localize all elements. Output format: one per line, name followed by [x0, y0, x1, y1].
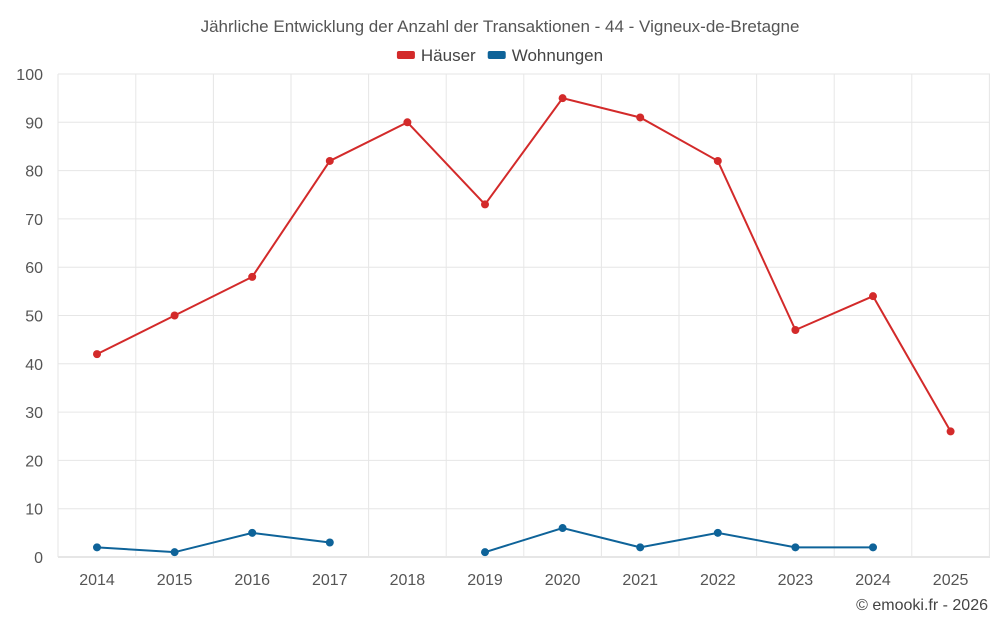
- data-point[interactable]: [481, 548, 489, 557]
- data-point[interactable]: [93, 543, 101, 552]
- data-point[interactable]: [791, 325, 800, 334]
- x-tick-label: 2025: [933, 572, 969, 589]
- data-point[interactable]: [170, 311, 179, 320]
- y-tick-label: 30: [25, 405, 43, 422]
- data-point[interactable]: [791, 543, 800, 552]
- x-tick-label: 2024: [855, 572, 891, 589]
- x-tick-label: 2018: [390, 572, 426, 589]
- x-tick-label: 2014: [79, 572, 115, 589]
- series-line: [96, 531, 330, 554]
- data-point[interactable]: [403, 118, 412, 127]
- data-point[interactable]: [713, 156, 722, 165]
- y-tick-label: 100: [16, 67, 43, 84]
- credit-text: © emooki.fr - 2026: [856, 597, 988, 614]
- y-tick-label: 50: [25, 309, 43, 326]
- chart-grid: [57, 73, 990, 558]
- data-point[interactable]: [325, 538, 334, 547]
- data-point[interactable]: [481, 200, 489, 209]
- data-point[interactable]: [325, 156, 334, 165]
- series-2: [93, 524, 877, 557]
- legend-swatch: [396, 51, 415, 59]
- chart-title: Jährliche Entwicklung der Anzahl der Tra…: [201, 17, 800, 36]
- y-tick-label: 0: [34, 550, 43, 567]
- chart-legend: Häuser Wohnungen: [396, 46, 603, 65]
- legend-label: Häuser: [421, 46, 476, 65]
- y-tick-label: 20: [25, 453, 43, 470]
- y-tick-label: 80: [25, 164, 43, 181]
- x-tick-label: 2020: [545, 572, 581, 589]
- y-tick-label: 70: [25, 212, 43, 229]
- series-line: [484, 526, 873, 554]
- data-point[interactable]: [636, 543, 645, 552]
- legend-item[interactable]: Häuser: [396, 46, 476, 65]
- data-point[interactable]: [248, 272, 257, 281]
- x-tick-label: 2019: [467, 572, 503, 589]
- legend-item[interactable]: Wohnungen: [487, 46, 603, 65]
- data-point[interactable]: [946, 427, 955, 436]
- legend-swatch: [487, 51, 506, 59]
- series-1: [93, 94, 955, 436]
- x-tick-label: 2017: [312, 572, 348, 589]
- x-axis: 2014 2015 2016 2017 2018 2019 2020 2021 2022 2023…: [79, 572, 968, 589]
- data-point[interactable]: [869, 543, 877, 552]
- legend-label: Wohnungen: [512, 46, 603, 65]
- data-point[interactable]: [636, 113, 645, 122]
- data-point[interactable]: [558, 524, 567, 533]
- data-point[interactable]: [248, 528, 257, 537]
- x-tick-label: 2016: [234, 572, 270, 589]
- y-axis: 0 10 20 30 40 50 60 70 80 90 100: [16, 67, 43, 567]
- x-tick-label: 2015: [157, 572, 193, 589]
- data-point[interactable]: [713, 528, 722, 537]
- chart-series: [93, 94, 955, 557]
- x-tick-label: 2022: [700, 572, 736, 589]
- data-point[interactable]: [558, 94, 567, 103]
- y-tick-label: 60: [25, 260, 43, 277]
- data-point[interactable]: [170, 548, 179, 557]
- y-tick-label: 90: [25, 115, 43, 132]
- series-line: [96, 97, 952, 432]
- x-tick-label: 2023: [778, 572, 814, 589]
- x-tick-label: 2021: [622, 572, 658, 589]
- y-tick-label: 10: [25, 502, 43, 519]
- data-point[interactable]: [93, 350, 101, 359]
- y-tick-label: 40: [25, 357, 43, 374]
- data-point[interactable]: [869, 292, 877, 301]
